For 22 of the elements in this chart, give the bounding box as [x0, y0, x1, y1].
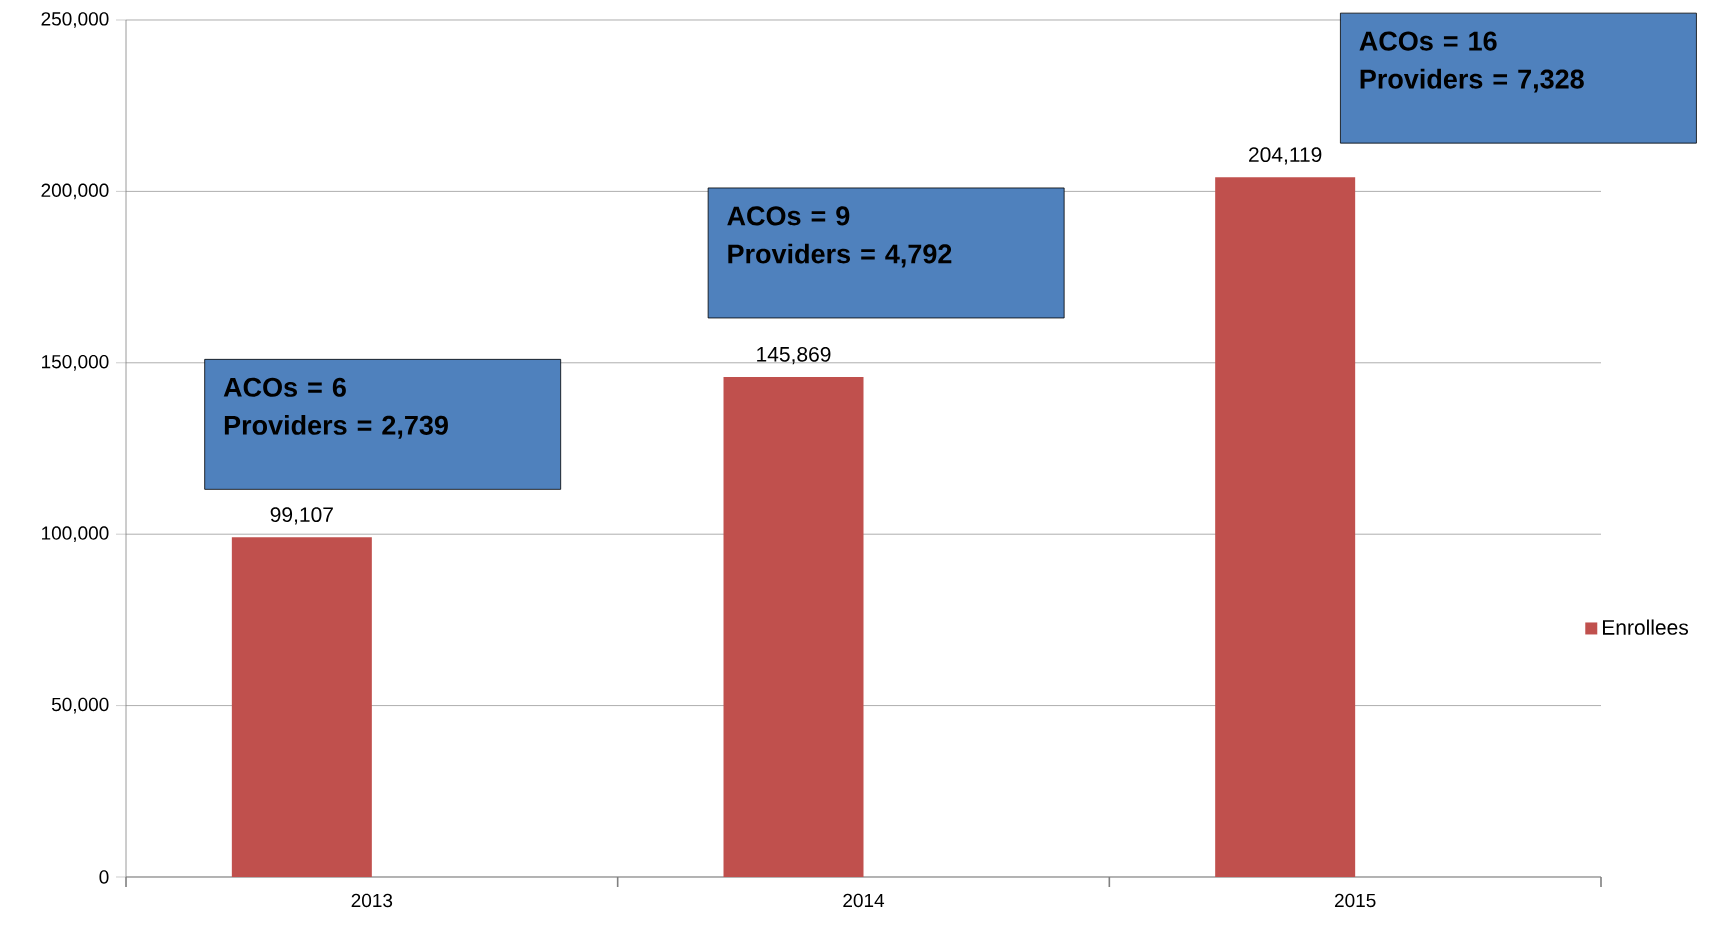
annotation: ACOs = 16 [1359, 31, 1497, 51]
y-tick-label: 200,000 [41, 183, 109, 200]
annotation: Providers = 7,328 [1360, 68, 1584, 93]
annotation: Providers = 4,792 [728, 243, 952, 268]
annotation: ACOs = 9 [727, 206, 850, 226]
bar [1215, 177, 1356, 877]
data-label: 99,107 [270, 507, 333, 525]
y-tick-label: 50,000 [51, 697, 109, 714]
y-tick-label: 250,000 [41, 12, 109, 28]
y-tick-label: 100,000 [42, 526, 109, 543]
y-tick-label: 150,000 [42, 354, 109, 371]
bar [231, 537, 372, 877]
annotation: Providers = 2,739 [224, 415, 448, 439]
legend-label: Enrollees [1603, 619, 1689, 635]
annotation: ACOs = 6 [223, 377, 346, 397]
y-tick-label: 0 [99, 870, 109, 884]
x-tick-label: 2015 [1334, 893, 1376, 908]
data-label: 204,119 [1249, 147, 1322, 165]
x-tick-label: 2014 [843, 893, 885, 908]
x-tick-label: 2013 [351, 893, 393, 908]
data-label: 145,869 [757, 346, 831, 365]
bar [723, 376, 864, 877]
